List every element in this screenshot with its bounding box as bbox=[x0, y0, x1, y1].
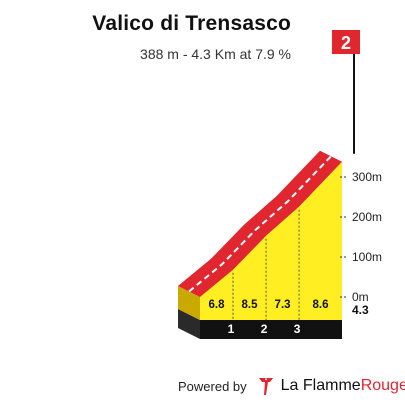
flag-body bbox=[332, 30, 360, 54]
gradient-label: 6.8 bbox=[209, 299, 226, 311]
km-label: 2 bbox=[261, 322, 268, 336]
gradient-label: 8.5 bbox=[242, 299, 259, 311]
flame-rouge-icon bbox=[258, 378, 273, 395]
y-tick-label: 0m bbox=[352, 290, 369, 304]
side-face-band bbox=[178, 286, 200, 320]
climb-title: Valico di Trensasco bbox=[92, 12, 291, 35]
profile-gridlines bbox=[232, 176, 348, 320]
base-side bbox=[178, 309, 200, 339]
category-flag: 2 bbox=[332, 30, 360, 154]
profile-side-face bbox=[178, 286, 200, 320]
y-tick-label: 200m bbox=[352, 210, 382, 224]
distance-base-band bbox=[178, 309, 342, 339]
profile-front-face bbox=[200, 161, 342, 320]
brand-name-part1: La Flamme bbox=[280, 377, 361, 394]
km-label: 1 bbox=[228, 322, 235, 336]
y-tick-label: 300m bbox=[352, 170, 382, 184]
road-center-line bbox=[188, 155, 332, 293]
flag-category-label: 2 bbox=[341, 33, 351, 53]
road-band bbox=[178, 150, 342, 297]
climb-subtitle: 388 m - 4.3 Km at 7.9 % bbox=[140, 46, 291, 62]
km-label: 3 bbox=[294, 322, 301, 336]
brand-name-part2: Rouge bbox=[360, 377, 405, 394]
profile-labels: 0m 100m 200m 300m 6.8 8.5 7.3 8.6 1 2 3 4.3 bbox=[209, 170, 383, 336]
profile-area bbox=[200, 161, 342, 320]
base-front bbox=[200, 320, 342, 339]
footer: Powered by La Flamme Rouge bbox=[178, 376, 405, 396]
gradient-label: 7.3 bbox=[275, 299, 291, 311]
total-distance-label: 4.3 bbox=[352, 303, 369, 317]
powered-by-text: Powered by bbox=[178, 378, 247, 394]
gradient-label: 8.6 bbox=[313, 299, 329, 311]
y-tick-label: 100m bbox=[352, 250, 382, 264]
